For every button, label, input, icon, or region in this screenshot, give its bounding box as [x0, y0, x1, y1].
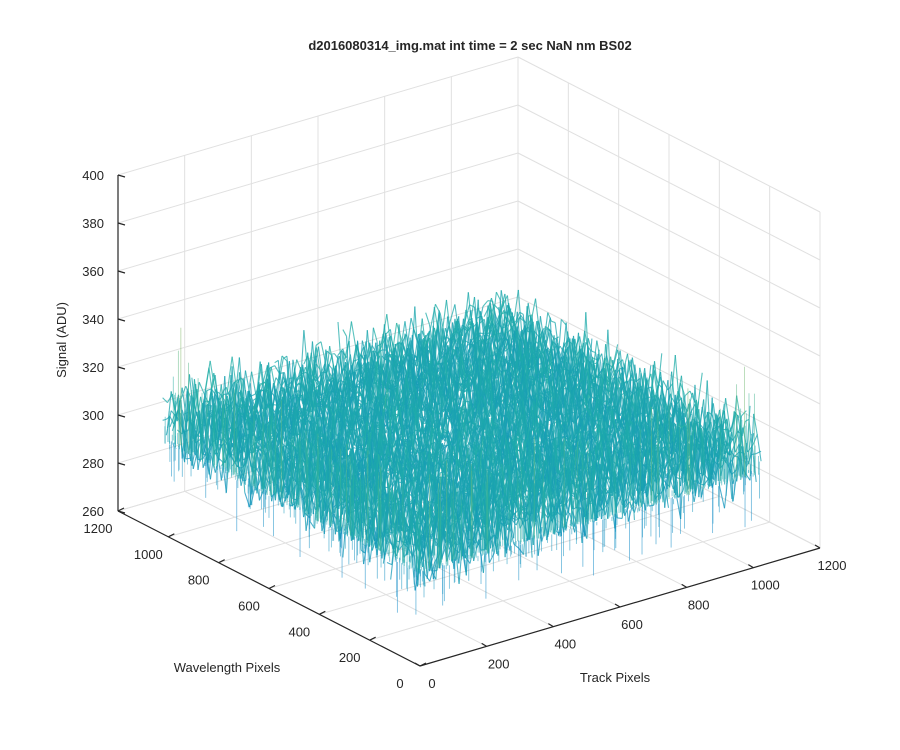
- side-wall-grid-line: [517, 152, 821, 309]
- side-wall-grid-line: [517, 56, 821, 213]
- back-wall-grid-line: [117, 152, 519, 272]
- side-wall-grid-line: [517, 248, 821, 405]
- surface-strand: [246, 371, 253, 405]
- surface-strand: [162, 397, 168, 404]
- surface-strand: [497, 306, 504, 320]
- surface-strand: [416, 318, 423, 366]
- surface-strand: [671, 371, 678, 423]
- surface-strand: [479, 318, 485, 324]
- surface-strand: [244, 492, 251, 508]
- surface-strand: [198, 382, 205, 394]
- surface-strand: [648, 504, 655, 507]
- surface-strand: [315, 341, 322, 346]
- surface-strand: [560, 319, 567, 326]
- back-wall-grid-line: [117, 104, 519, 224]
- surface-strand: [386, 561, 393, 566]
- surface-plot: [162, 289, 762, 615]
- surface-strand: [294, 369, 301, 388]
- side-wall-grid-line: [517, 296, 821, 453]
- surface-strand: [719, 486, 726, 509]
- surface-strand: [226, 356, 233, 393]
- surface-strand: [269, 365, 275, 369]
- surface-strand: [424, 330, 430, 340]
- surface-strand: [449, 304, 456, 322]
- surface-strand: [469, 304, 475, 308]
- surface-strand: [741, 410, 747, 417]
- back-wall-grid-line: [117, 200, 519, 320]
- surface-strand: [317, 346, 324, 386]
- surface-strand: [209, 360, 216, 391]
- side-wall-grid-line: [517, 104, 821, 261]
- surface-strand: [284, 451, 291, 507]
- surface-strand: [309, 520, 316, 529]
- surface-strand: [260, 381, 266, 386]
- surface-strand: [482, 300, 489, 307]
- surface-strand: [350, 321, 357, 351]
- surface-strand: [385, 329, 391, 335]
- surface-strand: [251, 371, 258, 398]
- back-wall-grid-line: [117, 248, 519, 368]
- surface-strand: [391, 322, 398, 357]
- surface-strand: [617, 517, 623, 520]
- side-wall-grid-line: [517, 200, 821, 357]
- surface-strand: [502, 295, 508, 307]
- surface-strand: [444, 398, 451, 435]
- back-wall-grid-line: [117, 56, 519, 176]
- surface-strand: [626, 372, 633, 384]
- floor-grid-line: [369, 521, 770, 641]
- surface-strand: [353, 358, 359, 362]
- surface-strand: [180, 385, 187, 400]
